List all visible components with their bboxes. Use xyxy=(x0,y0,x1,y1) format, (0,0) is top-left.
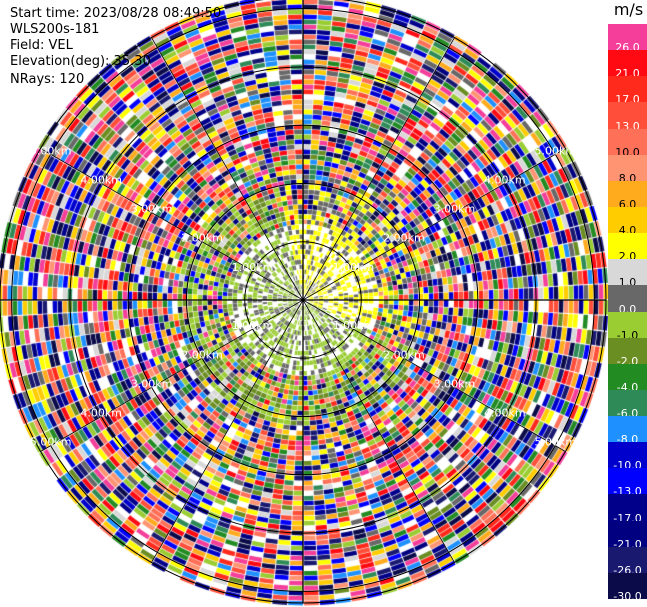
azimuth-spoke xyxy=(302,37,455,301)
colorbar-swatch xyxy=(608,128,647,156)
colorbar-swatch xyxy=(608,24,647,51)
colorbar-swatch xyxy=(608,416,647,443)
colorbar-swatch xyxy=(608,76,647,103)
range-ring-label: 2.00km xyxy=(383,232,425,245)
range-ring-label: 5.00km xyxy=(30,436,72,449)
range-ring-label: 2.00km xyxy=(383,348,425,361)
colorbar-swatch xyxy=(608,233,647,260)
colorbar-swatch xyxy=(608,154,647,182)
azimuth-spoke xyxy=(302,148,566,301)
range-ring-label: 2.00km xyxy=(181,232,223,245)
range-ring-label: 5.00km xyxy=(535,144,577,157)
range-ring-label: 1.00km xyxy=(333,319,375,332)
nrays-label: NRays: 120 xyxy=(10,72,85,87)
field-label: Field: VEL xyxy=(10,38,73,53)
range-ring-label: 2.00km xyxy=(181,348,223,361)
range-ring-label: 4.00km xyxy=(80,173,122,186)
range-ring-label: 4.00km xyxy=(484,407,526,420)
azimuth-spoke xyxy=(151,37,304,301)
colorbar: 26.0 21.0 17.0 13.0 10.0 8.0 6.0 4.0 2.0 1.0 0.0 -1… xyxy=(608,24,647,603)
colorbar-swatch xyxy=(608,206,647,234)
range-ring-label: 4.00km xyxy=(484,173,526,186)
range-ring-labels: 1.00km 1.00km 1.00km 1.00km 2.00km 2.00km 2.00… xyxy=(30,144,576,448)
elevation-label: Elevation(deg): 35.30 xyxy=(10,54,151,69)
azimuth-spoke xyxy=(40,148,304,301)
colorbar-swatch xyxy=(608,285,647,312)
colorbar-swatch xyxy=(608,311,647,339)
colorbar-swatch xyxy=(608,494,647,522)
colorbar-tick-label: -30.0 xyxy=(613,590,642,603)
instrument-label: WLS200s-181 xyxy=(10,22,100,37)
azimuth-spoke xyxy=(302,299,455,563)
azimuth-spoke xyxy=(302,299,566,452)
range-ring-label: 1.00km xyxy=(333,261,375,274)
colorbar-swatch xyxy=(608,546,647,574)
colorbar-swatch xyxy=(608,468,647,495)
colorbar-swatch xyxy=(608,442,647,469)
range-ring-label: 3.00km xyxy=(434,203,476,216)
colorbar-swatch xyxy=(608,102,647,130)
colorbar-units: m/s xyxy=(613,0,644,19)
colorbar-swatch xyxy=(608,50,647,77)
colorbar-swatch xyxy=(608,259,647,286)
range-ring-label: 1.00km xyxy=(232,319,274,332)
colorbar-swatch xyxy=(608,337,647,365)
colorbar-swatch xyxy=(608,520,647,548)
colorbar-swatch xyxy=(608,389,647,417)
range-ring-label: 3.00km xyxy=(434,377,476,390)
range-ring-label: 3.00km xyxy=(131,203,173,216)
colorbar-swatch xyxy=(608,363,647,391)
range-ring-label: 1.00km xyxy=(232,261,274,274)
range-ring-grid xyxy=(0,0,607,604)
range-ring-label: 3.00km xyxy=(131,377,173,390)
range-ring-label: 4.00km xyxy=(80,407,122,420)
range-ring-label: 5.00km xyxy=(535,436,577,449)
colorbar-swatch xyxy=(608,180,647,208)
azimuth-spoke xyxy=(40,299,304,452)
colorbar-swatch xyxy=(608,572,647,600)
range-ring-label: 5.00km xyxy=(30,144,72,157)
start-time-label: Start time: 2023/08/28 08:49:50 xyxy=(10,6,222,21)
azimuth-spoke xyxy=(151,299,304,563)
